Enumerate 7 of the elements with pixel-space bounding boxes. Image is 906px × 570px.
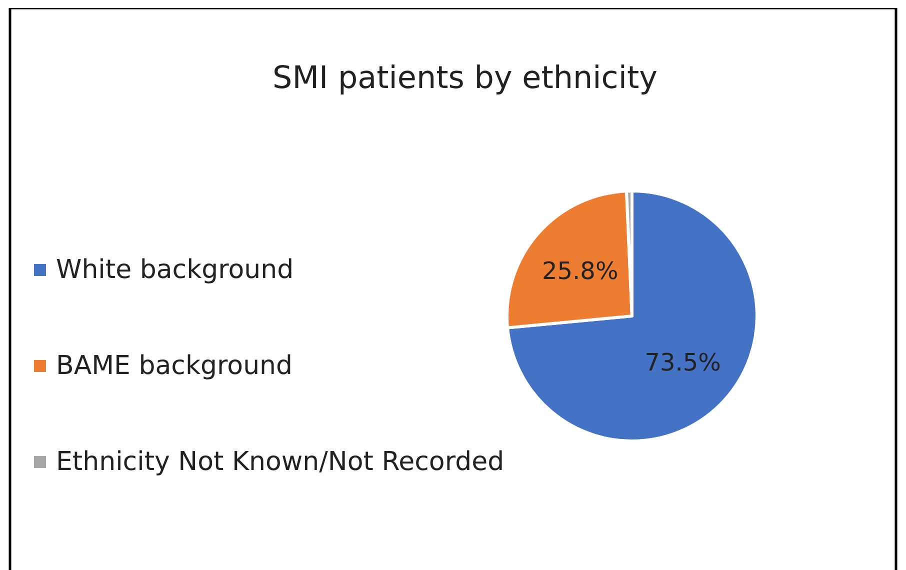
data-label: 73.5% bbox=[644, 348, 721, 376]
legend-label: BAME background bbox=[56, 351, 293, 381]
legend-label: Ethnicity Not Known/Not Recorded bbox=[56, 447, 504, 477]
chart-title: SMI patients by ethnicity bbox=[272, 60, 658, 96]
legend-label: White background bbox=[56, 255, 294, 285]
data-label: 25.8% bbox=[542, 256, 618, 285]
pie-slice bbox=[506, 190, 758, 442]
